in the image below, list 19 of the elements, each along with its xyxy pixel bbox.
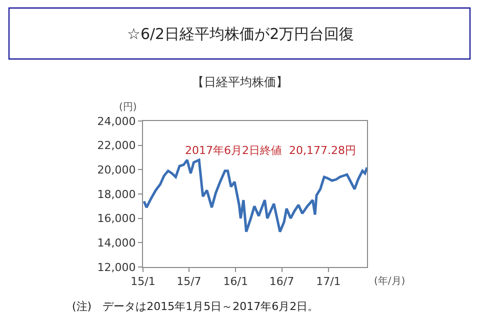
y-tick-label: 24,000 xyxy=(97,114,136,128)
x-axis-title: (年/月) xyxy=(374,275,406,287)
y-tick-label: 14,000 xyxy=(97,236,136,250)
y-tick-label: 22,000 xyxy=(97,139,136,152)
annotation: 2017年6月2日終値 20,177.28円 xyxy=(185,144,356,157)
x-tick-label: 17/1 xyxy=(316,275,341,288)
x-tick-label: 15/1 xyxy=(130,275,156,288)
x-tick-label: 16/1 xyxy=(223,275,248,288)
y-tick-label: 18,000 xyxy=(97,188,136,201)
y-axis-title: (円) xyxy=(119,102,137,113)
y-tick-label: 16,000 xyxy=(97,212,136,226)
chart-subtitle: 【日経平均株価】 xyxy=(192,75,288,89)
line-series xyxy=(143,158,367,233)
x-tick-label: 16/7 xyxy=(269,275,294,288)
y-tick-label: 12,000 xyxy=(97,260,136,274)
chart-title: ☆6/2日経平均株価が2万円台回復 xyxy=(127,25,354,43)
x-tick-label: 15/7 xyxy=(176,275,202,288)
text: (注) データは2015年1月5日～2017年6月2日。 xyxy=(72,300,319,313)
y-tick-label: 20,000 xyxy=(97,164,136,177)
